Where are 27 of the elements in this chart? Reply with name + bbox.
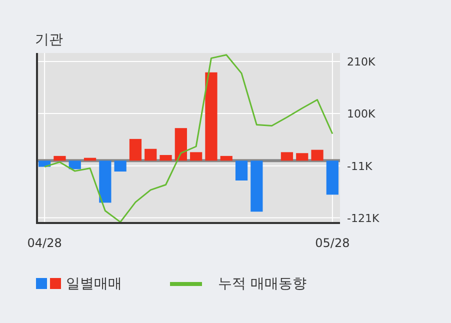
bar — [220, 156, 232, 161]
x-tick-label: 05/28 — [315, 236, 350, 250]
bar — [129, 138, 142, 161]
bar — [250, 160, 263, 212]
bar — [296, 153, 308, 161]
bar — [114, 160, 126, 172]
bar — [280, 152, 294, 161]
legend-label: 일별매매 — [66, 276, 122, 292]
bar — [205, 72, 218, 161]
bar — [311, 150, 324, 161]
bar — [190, 152, 202, 161]
legend-label: 누적 매매동향 — [218, 276, 306, 292]
bar — [174, 128, 187, 161]
bar — [160, 155, 172, 161]
line-series — [44, 54, 334, 223]
y-tick-label: -121K — [347, 212, 380, 225]
bar — [68, 160, 81, 170]
bar — [54, 156, 66, 161]
bar — [99, 160, 112, 203]
y-tick-label: -11K — [347, 160, 373, 173]
y-tick-label: 100K — [347, 107, 376, 120]
chart-title: 기관 — [35, 32, 63, 48]
bar — [326, 160, 338, 195]
x-tick-label: 04/28 — [27, 236, 62, 250]
bar — [235, 160, 248, 180]
bar — [144, 148, 157, 161]
y-tick-label: 210K — [347, 56, 376, 68]
